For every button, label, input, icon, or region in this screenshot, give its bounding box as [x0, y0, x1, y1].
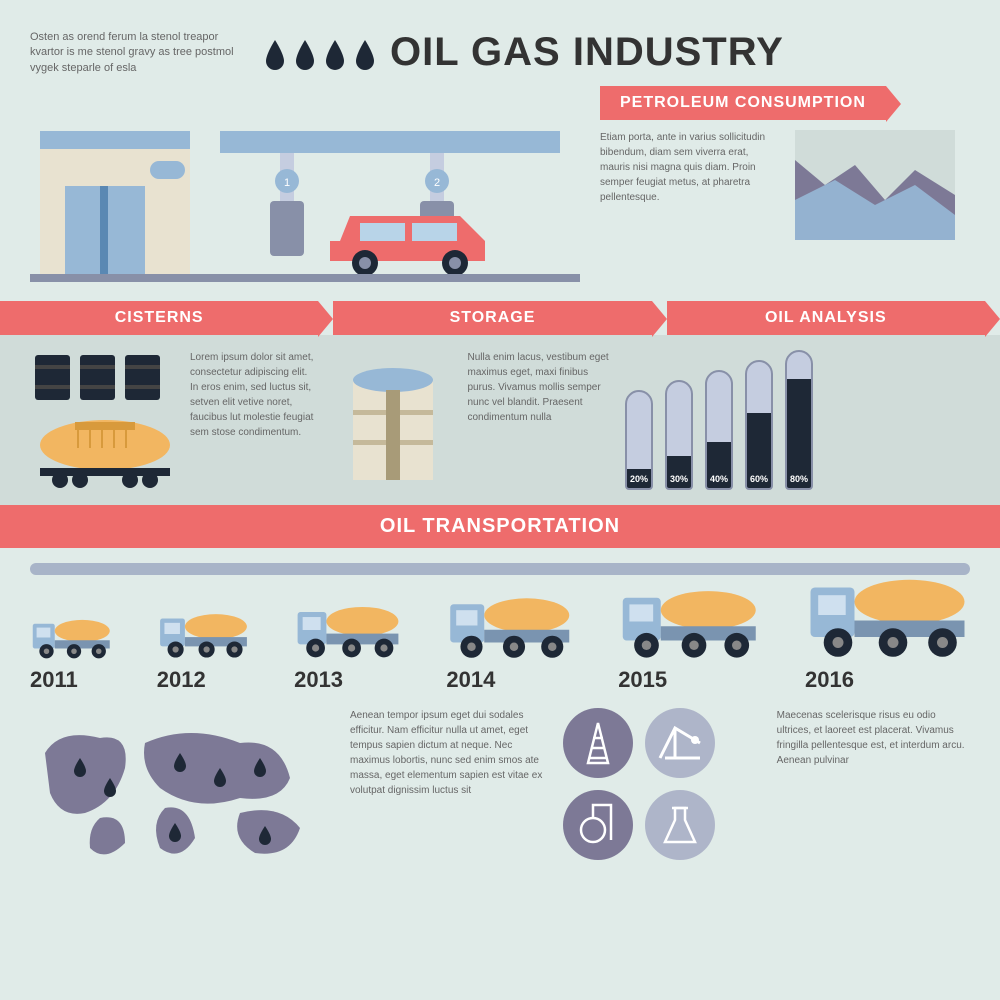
consumption-heading: PETROLEUM CONSUMPTION	[600, 86, 886, 120]
truck-year-item: 2014	[446, 583, 574, 694]
consumption-text: Etiam porta, ante in varius sollicitudin…	[600, 130, 780, 240]
analysis-tube: 80%	[785, 350, 813, 490]
bottom-text-1: Aenean tempor ipsum eget dui sodales eff…	[350, 708, 543, 868]
intro-text: Osten as orend ferum la stenol treapor k…	[30, 30, 260, 76]
page-title: OIL GAS INDUSTRY	[260, 30, 970, 75]
oil-drops-icon	[260, 36, 380, 72]
analysis-heading: OIL ANALYSIS	[667, 301, 985, 335]
pumpjack-icon	[645, 708, 715, 778]
cisterns-text: Lorem ipsum dolor sit amet, consectetur …	[190, 350, 318, 490]
storage-text: Nulla enim lacus, vestibum eget maximus …	[468, 350, 616, 490]
svg-text:1: 1	[284, 177, 290, 189]
world-map	[30, 708, 330, 868]
gas-station-illustration: 1 2	[30, 86, 580, 286]
refinery-icon	[563, 790, 633, 860]
analysis-tube: 20%	[625, 390, 653, 490]
bottom-text-2: Maecenas scelerisque risus eu odio ultri…	[777, 708, 970, 868]
truck-year-item: 2013	[294, 594, 402, 693]
industry-icons	[563, 708, 756, 860]
consumption-area-chart	[795, 130, 955, 240]
svg-text:2: 2	[434, 177, 440, 189]
cisterns-illustration	[30, 350, 180, 490]
analysis-tube: 60%	[745, 360, 773, 490]
storage-illustration	[328, 350, 458, 490]
truck-year-item: 2012	[157, 603, 250, 693]
truck-year-item: 2016	[805, 560, 970, 693]
truck-year-item: 2015	[618, 574, 761, 694]
analysis-tube: 40%	[705, 370, 733, 490]
flask-icon	[645, 790, 715, 860]
analysis-tube: 30%	[665, 380, 693, 490]
truck-year-item: 2011	[30, 610, 113, 694]
derrick-icon	[563, 708, 633, 778]
cisterns-heading: CISTERNS	[0, 301, 318, 335]
trucks-timeline: 2011 2012 2013 2014 2015 2016	[0, 548, 1000, 698]
analysis-tubes: 20% 30% 40% 60% 80%	[625, 350, 813, 490]
transportation-heading: OIL TRANSPORTATION	[0, 505, 1000, 548]
storage-heading: STORAGE	[333, 301, 651, 335]
